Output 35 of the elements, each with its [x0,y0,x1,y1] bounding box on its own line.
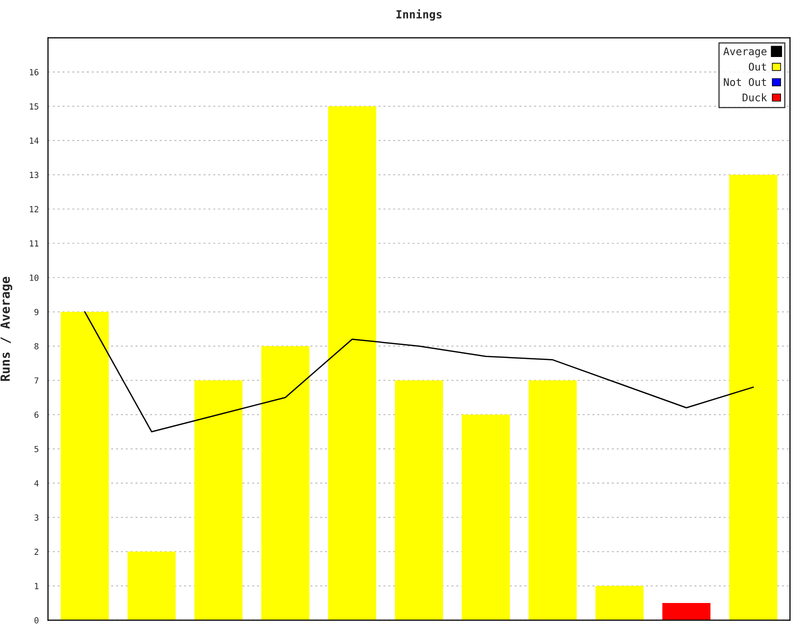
y-tick-label: 1 [34,583,38,590]
y-tick-label: 9 [34,308,38,316]
y-tick-label: 14 [30,138,39,144]
y-tick-label: 8 [34,343,38,350]
bar [729,174,778,620]
bar [60,312,109,620]
chart-title: Innings [396,9,442,21]
y-tick-label: 2 [34,548,38,555]
bar [394,380,444,620]
bar [261,346,310,620]
y-tick-label: 4 [34,480,39,486]
bar [462,414,510,620]
legend-label: Out [748,62,766,71]
y-tick-label: 5 [34,446,38,452]
y-tick-label: 15 [30,103,38,110]
legend-label: Duck [742,93,767,102]
y-tick-label: 12 [30,206,38,212]
bar [328,106,376,620]
bar [528,380,577,620]
y-axis-title: Runs / Average [0,276,12,381]
y-tick-label: 0 [34,617,38,624]
y-tick-label: 16 [30,69,38,76]
bar [128,552,176,620]
bar [662,603,710,620]
bar [194,380,243,620]
y-tick-label: 6 [34,412,38,418]
line-series [84,311,754,432]
y-tick-label: 3 [34,514,38,521]
y-tick-label: 7 [34,377,38,384]
y-tick-label: 10 [30,274,38,281]
y-tick-label: 13 [30,172,38,178]
y-tick-label: 11 [30,240,38,246]
bar [595,586,644,620]
legend-label: Not Out [724,78,766,86]
legend-label: Average [723,48,766,58]
